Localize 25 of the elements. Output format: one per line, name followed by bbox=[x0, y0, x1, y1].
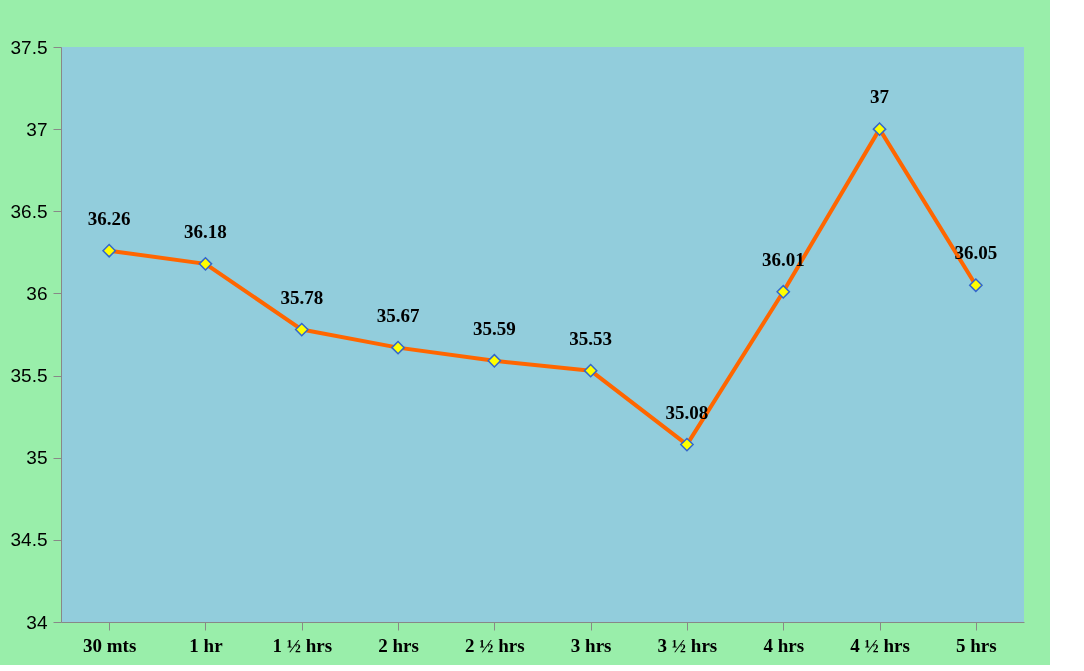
x-tick-label: 1 ½ hrs bbox=[272, 634, 333, 656]
y-tick-label: 36 bbox=[26, 282, 48, 304]
y-tick-label: 37.5 bbox=[10, 36, 48, 58]
y-tick-label: 37 bbox=[26, 118, 48, 140]
data-label: 37 bbox=[870, 86, 890, 108]
x-tick-label: 5 hrs bbox=[956, 634, 997, 656]
x-tick-label: 3 ½ hrs bbox=[657, 634, 718, 656]
data-label: 35.78 bbox=[280, 286, 324, 308]
data-label: 36.26 bbox=[87, 207, 131, 229]
data-label: 35.53 bbox=[569, 327, 613, 349]
x-tick-label: 4 ½ hrs bbox=[850, 634, 910, 656]
x-tick-label: 4 hrs bbox=[763, 634, 805, 656]
x-tick-label: 3 hrs bbox=[570, 634, 612, 656]
data-label: 36.18 bbox=[184, 220, 227, 242]
y-tick-label: 34.5 bbox=[10, 529, 48, 551]
x-tick-label: 2 hrs bbox=[378, 634, 419, 656]
x-tick-label: 2 ½ hrs bbox=[465, 634, 525, 656]
data-label: 35.67 bbox=[376, 304, 420, 326]
x-tick-label: 30 mts bbox=[82, 634, 137, 656]
y-tick-label: 35.5 bbox=[10, 365, 48, 387]
y-tick-label: 35 bbox=[26, 447, 48, 469]
y-tick-label: 36.5 bbox=[10, 200, 48, 222]
x-tick-label: 1 hr bbox=[189, 634, 224, 656]
y-tick-label: 34 bbox=[26, 611, 48, 633]
data-label: 35.59 bbox=[472, 317, 516, 339]
